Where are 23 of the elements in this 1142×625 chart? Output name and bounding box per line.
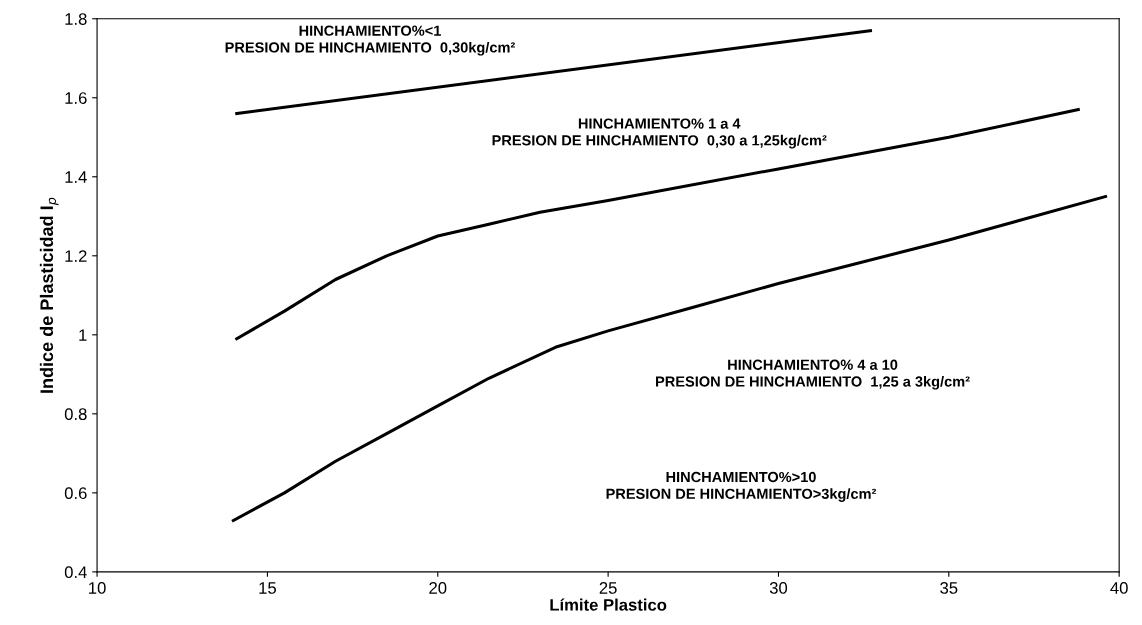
line-series — [231, 195, 1108, 523]
y-tick-label: 1.2 — [65, 250, 87, 262]
annotation: HINCHAMIENTO%>10 PRESION DE HINCHAMIENTO>3kg/cm² — [606, 471, 877, 502]
x-tick-label: 35 — [940, 582, 958, 594]
x-tick-label: 10 — [89, 582, 106, 594]
x-tick-label: 40 — [1110, 582, 1128, 594]
x-axis-title: Límite Plastico — [550, 598, 667, 611]
x-tick-label: 20 — [429, 582, 447, 594]
annotation: HINCHAMIENTO% 4 a 10 PRESION DE HINCHAMIENTO 1,25 a 3kg/cm² — [656, 359, 970, 390]
annotation: HINCHAMIENTO%<1 PRESION DE HINCHAMIENTO 0,30kg/cm² — [225, 25, 515, 56]
line-series — [235, 108, 1080, 341]
y-tick-label: 0.8 — [64, 408, 87, 421]
y-tick-label: 1.4 — [65, 171, 87, 183]
y-tick-label: 0.6 — [64, 487, 87, 500]
y-tick-label: 1 — [79, 329, 87, 341]
x-tick-label: 25 — [599, 582, 617, 594]
y-axis-title: Indice de Plasticidad I$_{p}$ — [39, 197, 59, 393]
x-tick-label: 15 — [259, 582, 276, 594]
y-tick-label: 1.8 — [65, 13, 87, 25]
y-tick-label: 1.6 — [65, 92, 87, 104]
y-tick-label: 0.4 — [64, 566, 87, 579]
annotation: HINCHAMIENTO% 1 a 4 PRESION DE HINCHAMIENTO 0,30 a 1,25kg/cm² — [492, 118, 827, 149]
x-tick-label: 30 — [769, 582, 788, 594]
